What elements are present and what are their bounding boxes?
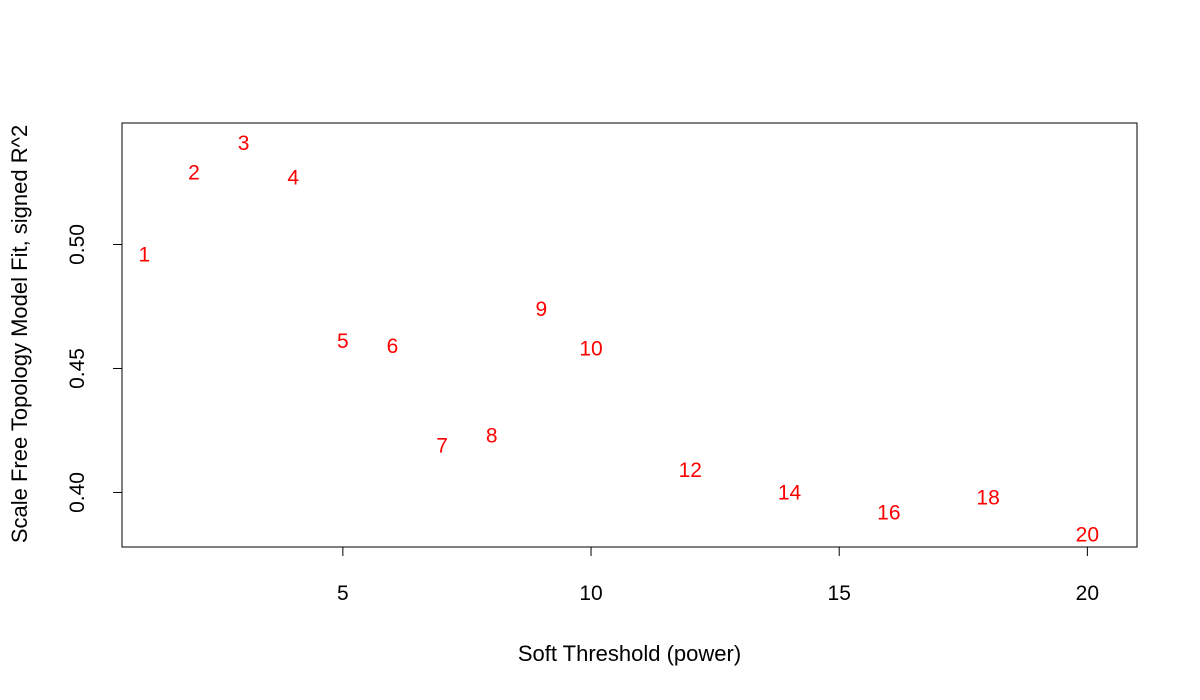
y-axis: 0.40 0.45 0.50: [66, 224, 123, 513]
data-point: 9: [536, 298, 548, 321]
data-point: 8: [486, 424, 498, 447]
data-point: 12: [679, 459, 702, 482]
data-point: 6: [387, 335, 399, 358]
y-axis-title: Scale Free Topology Model Fit, signed R^…: [7, 125, 32, 543]
y-tick-label: 0.40: [66, 472, 89, 513]
data-point: 5: [337, 330, 349, 353]
data-point: 7: [436, 434, 448, 457]
data-point: 20: [1076, 524, 1099, 547]
x-axis: 5 10 15 20: [337, 546, 1099, 605]
data-point: 2: [188, 162, 200, 185]
x-tick-label: 15: [828, 582, 851, 605]
x-axis-title: Soft Threshold (power): [518, 641, 741, 666]
plot-frame: [121, 122, 1138, 548]
data-point: 1: [138, 243, 150, 266]
data-point: 3: [238, 132, 250, 155]
data-point: 18: [976, 486, 999, 509]
x-tick-label: 10: [579, 582, 602, 605]
data-point: 4: [287, 167, 299, 190]
x-tick-label: 20: [1076, 582, 1099, 605]
data-point: 14: [778, 481, 802, 504]
y-tick-label: 0.45: [66, 348, 89, 389]
y-tick-label: 0.50: [66, 224, 89, 265]
x-tick-label: 5: [337, 582, 349, 605]
data-point: 10: [579, 338, 602, 361]
data-point: 16: [877, 501, 900, 524]
